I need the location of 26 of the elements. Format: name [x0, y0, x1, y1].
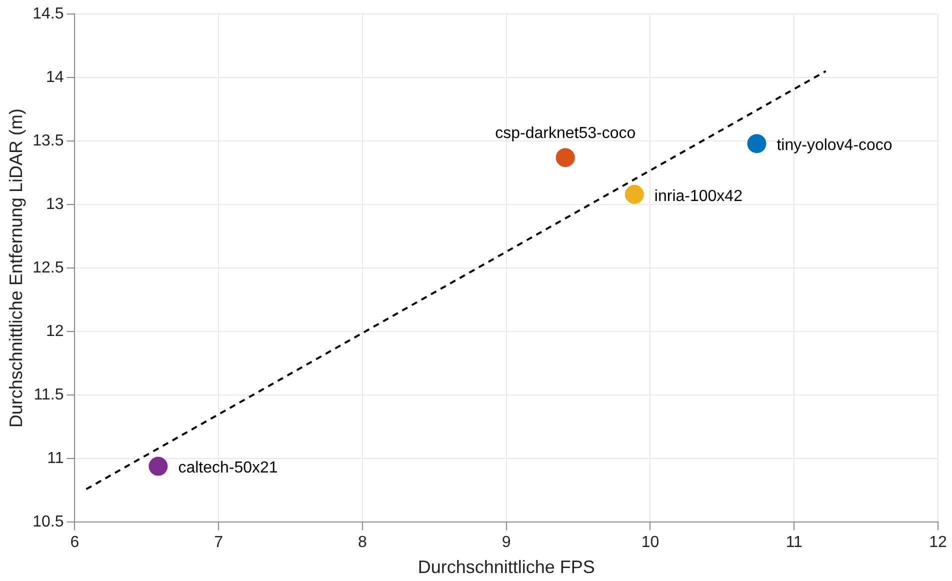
x-tick-label: 9 [502, 534, 511, 552]
series-label: inria-100x42 [654, 188, 743, 205]
x-tick-label: 10 [641, 534, 660, 552]
point [148, 456, 168, 476]
x-tick-label: 12 [929, 534, 947, 552]
y-tick-label: 14.5 [32, 5, 64, 22]
y-tick-label: 12 [46, 323, 64, 340]
series-label: csp-darknet53-coco [495, 124, 636, 142]
x-tick-label: 6 [70, 534, 80, 552]
y-tick-label: 10.5 [32, 514, 64, 531]
x-tick-label: 8 [358, 534, 368, 552]
y-tick-label: 12.5 [32, 260, 64, 277]
x-tick-label: 11 [786, 534, 803, 552]
series-label: tiny-yolov4-coco [776, 136, 892, 154]
x-tick-label: 7 [214, 534, 224, 552]
y-tick-label: 13.5 [32, 132, 64, 150]
y-tick-label: 13 [46, 196, 64, 213]
series-label: caltech-50x21 [178, 460, 278, 477]
y-tick-label: 11.5 [34, 386, 64, 404]
point [747, 134, 766, 154]
point [556, 148, 575, 168]
x-axis-title: Durchschnittliche FPS [418, 557, 595, 578]
y-tick-label: 14 [46, 68, 64, 86]
y-tick-label: 11 [47, 450, 64, 468]
y-axis-title: Durchschnittliche Entfernung LiDAR (m) [6, 108, 26, 428]
point [624, 184, 644, 204]
